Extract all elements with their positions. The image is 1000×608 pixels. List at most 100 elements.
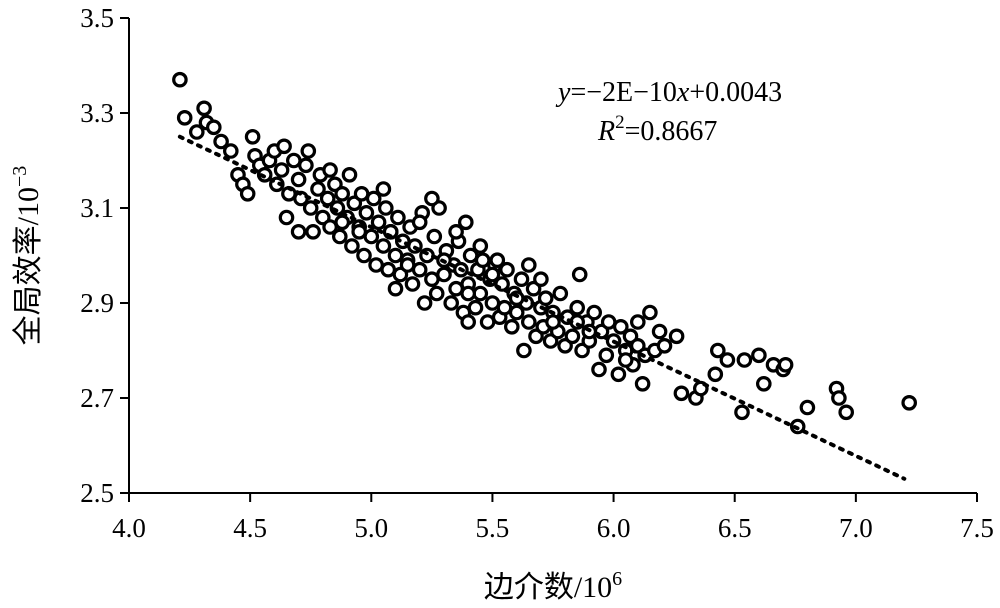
y-axis-title-sup: −3 [9,166,31,187]
data-point [474,252,491,269]
x-ticks: 4.0 4.5 5.0 5.5 6.0 6.5 7.0 7.5 [112,493,994,543]
data-point [375,238,392,254]
data-point [290,171,307,188]
data-point [213,133,229,150]
equation-slope: =−2E−10 [570,77,676,108]
regression-equation: y=−2E−10x+0.0043 [555,77,782,108]
data-point [545,314,561,330]
data-point [196,100,212,117]
data-point [380,261,396,278]
data-point [344,238,360,254]
data-point [520,314,537,330]
data-point [426,228,443,245]
data-point [428,285,445,302]
data-point [610,366,627,383]
data-point [707,366,724,383]
data-point [341,167,358,183]
data-point [484,266,501,283]
data-point [399,257,416,273]
data-point [734,404,750,421]
data-point [358,205,375,221]
data-points [172,71,917,435]
data-point [629,314,646,330]
x-tick-label: 5.0 [354,513,388,543]
data-point [334,214,350,231]
data-point [838,404,854,421]
data-point [302,200,319,216]
data-point [656,337,673,354]
equation-y-var: y [555,77,571,108]
x-tick-label: 6.0 [597,513,631,543]
x-axis-title-text: 边介数/10 [484,571,612,604]
data-point [673,385,690,402]
data-point [273,162,290,178]
data-point [176,110,193,126]
data-point [356,247,372,264]
trendline [177,134,907,481]
data-point [569,299,585,316]
data-point [370,214,387,231]
data-point [719,352,736,368]
data-point [351,224,367,240]
x-tick-label: 4.5 [233,513,267,543]
data-point [634,375,651,392]
data-point [516,342,532,359]
data-point [305,224,321,240]
data-point [617,352,634,368]
data-point [300,143,317,159]
data-point [377,200,394,216]
data-point [598,347,615,364]
data-point [651,323,668,340]
data-point [457,214,474,231]
data-point [331,228,348,245]
data-point [244,129,261,145]
equation-intercept: +0.0043 [689,77,782,108]
data-point [755,375,772,392]
data-point [642,304,658,321]
y-tick-label: 3.5 [80,3,114,33]
trendline-layer [177,134,907,481]
x-tick-label: 7.5 [960,513,994,543]
x-tick-label: 6.5 [718,513,752,543]
data-point [612,318,629,335]
data-point [472,238,489,254]
y-tick-label: 2.7 [80,383,114,413]
y-tick-label: 2.5 [80,478,114,508]
data-point [533,271,549,287]
data-point [586,304,602,321]
data-point [799,399,816,416]
data-point [460,285,476,302]
data-point [751,347,767,364]
data-point [443,295,459,311]
data-point [668,328,685,345]
data-point [365,190,382,207]
y-tick-label: 3.1 [80,193,114,223]
r-squared: R2=0.8667 [597,112,717,147]
data-point [513,271,530,287]
y-tick-label: 2.9 [80,288,114,318]
data-point [709,342,726,359]
r-squared-value: =0.8667 [625,116,718,147]
data-point [278,209,295,226]
data-point [571,266,588,283]
data-point [436,266,452,283]
data-point [276,138,292,155]
x-tick-label: 5.5 [476,513,510,543]
y-ticks: 2.5 2.7 2.9 3.1 3.3 3.5 [80,3,129,508]
data-point [390,209,406,226]
data-point [489,252,506,269]
data-point [496,299,513,316]
x-axis-title-sup: 6 [612,568,622,590]
data-point [416,295,433,311]
data-point [460,314,476,330]
data-point [831,390,847,406]
y-axis-title: 全局效率/10−3 [9,166,45,346]
data-point [424,190,440,207]
data-point [239,186,256,202]
r-squared-var: R [597,116,615,147]
data-point [322,162,338,178]
data-point [189,124,205,140]
data-point [777,356,794,373]
data-point [901,394,917,411]
